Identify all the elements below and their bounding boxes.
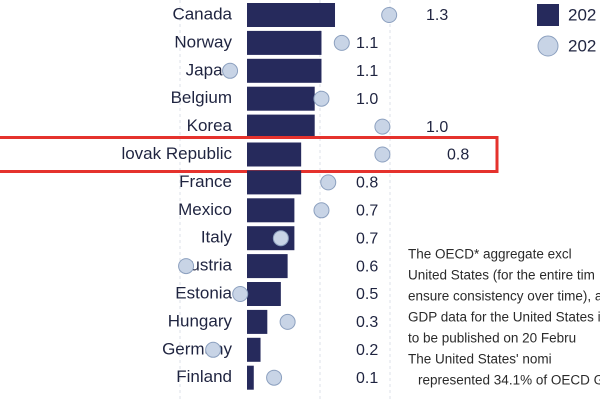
annotation-line: The United States' nomi [408,352,552,367]
annotation-line: ensure consistency over time), a [408,289,600,304]
value-label: 0.5 [356,286,378,303]
value-label: 1.0 [426,119,448,136]
value-label: 1.1 [356,63,378,80]
legend-label: 202 [568,5,596,24]
dot [374,118,391,135]
bar [247,309,268,334]
legend-label: 202 [568,36,596,55]
bar [247,114,315,139]
category-label: Germany [162,339,232,358]
bar [247,254,288,279]
dot [178,258,195,275]
annotation-line: represented 34.1% of OECD GD [418,373,600,388]
bar [247,170,302,195]
dot [205,341,222,358]
value-label: 0.3 [356,314,378,331]
dot [279,313,296,330]
bar [247,198,295,223]
bar [247,30,322,55]
bar [247,86,315,111]
dot [320,174,337,191]
dot [232,286,249,302]
dot [381,7,398,23]
bar [247,337,261,362]
value-label: 0.6 [356,258,378,275]
dot [272,230,289,247]
dot [222,62,239,79]
value-label: 0.8 [447,147,469,164]
value-label: 1.3 [426,7,448,24]
annotation-line: The OECD* aggregate excl [408,247,572,262]
bar [247,3,336,27]
category-label: Canada [172,4,232,23]
annotation-line: GDP data for the United States is [408,310,600,325]
legend-swatch [537,4,559,26]
bar [247,282,281,306]
value-label: 0.7 [356,203,378,220]
dot [333,34,350,51]
value-label: 1.1 [356,35,378,52]
category-label: Norway [174,32,232,51]
dot [266,369,283,386]
bar [247,58,322,83]
category-label: Hungary [168,311,233,330]
bar [247,365,254,390]
dot [374,146,391,163]
category-label: Japan [186,60,232,79]
value-label: 0.1 [356,370,378,387]
dot [313,90,330,107]
value-label: 0.2 [356,342,378,359]
value-label: 0.8 [356,175,378,192]
legend-swatch [537,35,559,57]
value-label: 1.0 [356,91,378,108]
category-label: Estonia [175,283,232,302]
category-label: Italy [201,228,233,247]
category-label: Finland [176,367,232,386]
value-label: 0.7 [356,230,378,247]
dot [313,202,330,219]
category-label: Korea [187,116,233,135]
annotation-line: United States (for the entire tim [408,268,595,283]
category-label: Mexico [178,200,232,219]
category-label: lovak Republic [121,144,232,163]
bar [247,142,302,167]
category-label: France [179,172,232,191]
category-label: Belgium [171,88,232,107]
annotation-line: to be published on 20 Febru [408,331,576,346]
